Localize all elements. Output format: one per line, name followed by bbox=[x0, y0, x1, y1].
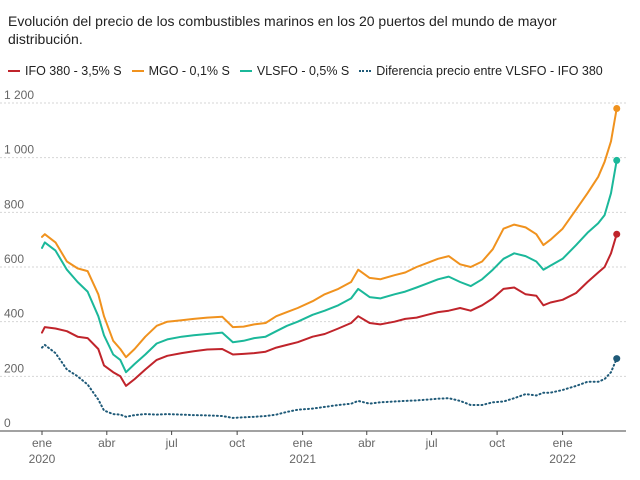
legend-item-mgo: MGO - 0,1% S bbox=[131, 64, 230, 78]
series-endpoint-3 bbox=[613, 355, 621, 363]
x-tick-label: ene bbox=[293, 436, 313, 450]
chart-legend: IFO 380 - 3,5% S MGO - 0,1% S VLSFO - 0,… bbox=[8, 64, 603, 78]
series-endpoint-0 bbox=[613, 230, 621, 238]
legend-item-diferencia: Diferencia precio entre VLSFO - IFO 380 bbox=[359, 64, 603, 78]
legend-label-mgo: MGO - 0,1% S bbox=[148, 64, 230, 78]
legend-item-vlsfo: VLSFO - 0,5% S bbox=[239, 64, 350, 78]
chart-title: Evolución del precio de los combustibles… bbox=[8, 13, 557, 47]
x-tick-label: oct bbox=[489, 436, 506, 450]
y-tick-label: 600 bbox=[4, 252, 24, 266]
y-tick-label: 0 bbox=[4, 416, 11, 430]
legend-swatch-diferencia bbox=[359, 70, 372, 72]
x-tick-label: ene bbox=[553, 436, 573, 450]
x-tick-year-label: 2021 bbox=[289, 452, 316, 466]
series-line-2 bbox=[41, 159, 618, 374]
y-tick-label: 400 bbox=[4, 307, 24, 321]
legend-swatch-mgo bbox=[131, 70, 144, 72]
series-line-0 bbox=[41, 233, 618, 387]
legend-swatch-vlsfo bbox=[239, 70, 252, 72]
series-endpoint-2 bbox=[613, 156, 621, 164]
series-endpoint-1 bbox=[613, 104, 621, 112]
x-tick-year-label: 2022 bbox=[549, 452, 576, 466]
series-line-1 bbox=[41, 107, 618, 359]
x-tick-label: abr bbox=[98, 436, 115, 450]
legend-label-diferencia: Diferencia precio entre VLSFO - IFO 380 bbox=[376, 64, 603, 78]
legend-label-vlsfo: VLSFO - 0,5% S bbox=[256, 64, 350, 78]
x-tick-label: jul bbox=[165, 436, 178, 450]
legend-label-ifo380: IFO 380 - 3,5% S bbox=[25, 64, 122, 78]
series-line-3 bbox=[41, 343, 618, 419]
legend-item-ifo380: IFO 380 - 3,5% S bbox=[8, 64, 122, 78]
y-tick-label: 200 bbox=[4, 361, 24, 375]
legend-swatch-ifo380 bbox=[8, 70, 20, 72]
x-tick-year-label: 2020 bbox=[29, 452, 56, 466]
x-tick-label: oct bbox=[229, 436, 246, 450]
x-tick-label: ene bbox=[32, 436, 52, 450]
y-tick-label: 1 200 bbox=[4, 88, 34, 102]
y-tick-label: 800 bbox=[4, 197, 24, 211]
x-tick-label: jul bbox=[425, 436, 438, 450]
x-tick-label: abr bbox=[358, 436, 375, 450]
y-tick-label: 1 000 bbox=[4, 143, 34, 157]
